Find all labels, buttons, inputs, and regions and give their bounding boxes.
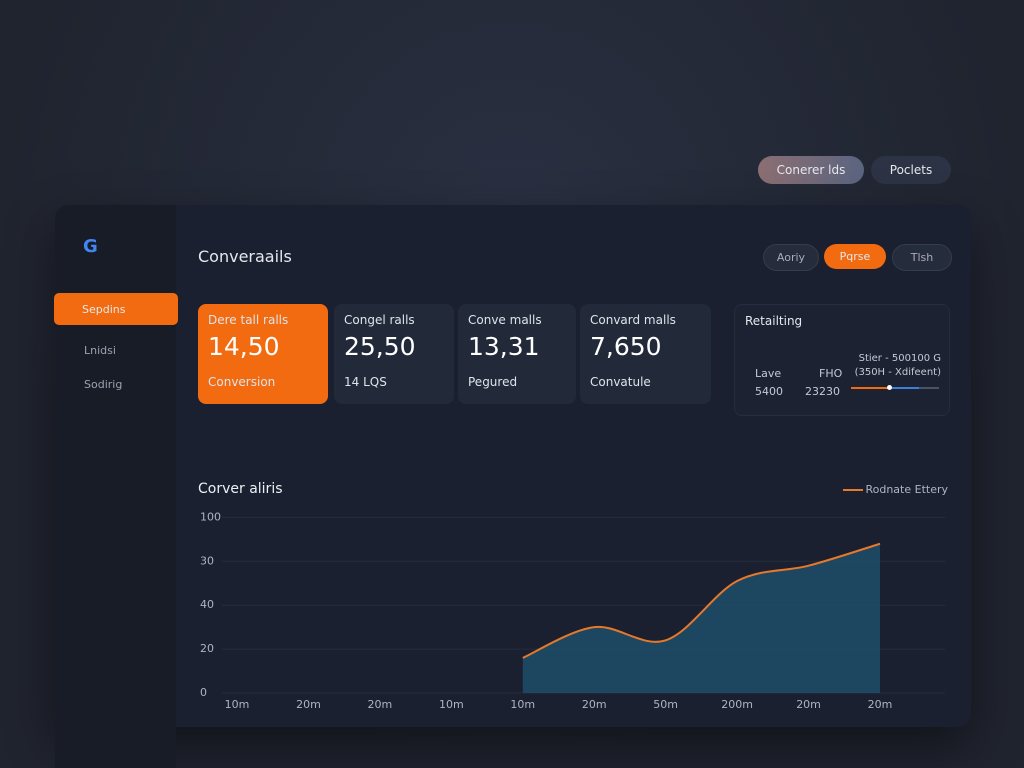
- area: [522, 543, 880, 693]
- x-tick-label: 10m: [439, 698, 464, 711]
- card-sub: 14 LQS: [344, 375, 387, 389]
- header-button[interactable]: Tlsh: [892, 244, 952, 271]
- x-tick-label: 20m: [368, 698, 393, 711]
- card-sub: Pegured: [468, 375, 518, 389]
- header-button[interactable]: Aoriy: [763, 244, 819, 271]
- x-tick-label: 10m: [510, 698, 535, 711]
- y-tick-label: 20: [200, 642, 214, 655]
- retail-label: FHO: [819, 367, 843, 380]
- nav-item[interactable]: Lnidsi: [84, 344, 116, 357]
- line: [522, 542, 881, 659]
- stat-card: Congel ralls 25,50 14 LQS: [334, 304, 454, 404]
- y-tick-label: 100: [200, 510, 221, 523]
- card-value: 14,50: [208, 332, 280, 361]
- card-value: 13,31: [468, 332, 540, 361]
- x-tick-label: 50m: [653, 698, 678, 711]
- y-tick-label: 0: [200, 686, 207, 699]
- stat-card: Conve malls 13,31 Pegured: [458, 304, 576, 404]
- retail-value: 5400: [755, 385, 783, 398]
- page-title: Converaails: [198, 247, 292, 266]
- stat-card: Convard malls 7,650 Convatule: [580, 304, 711, 404]
- top-button[interactable]: Conerer lds: [758, 156, 864, 184]
- slider-knob[interactable]: [887, 385, 892, 390]
- logo: G: [83, 236, 98, 257]
- slider-fill: [889, 387, 919, 389]
- x-tick-label: 10m: [225, 698, 250, 711]
- y-tick-label: 30: [200, 554, 214, 567]
- top-button[interactable]: Poclets: [871, 156, 951, 184]
- slider-fill: [851, 387, 889, 389]
- retail-line: (350H - Xdifeent): [854, 367, 941, 378]
- retail-line: Stier - 500100 G: [858, 353, 941, 364]
- nav-item[interactable]: Sodirig: [84, 378, 123, 391]
- retail-title: Retailting: [745, 314, 803, 328]
- nav-item-active[interactable]: Sepdins: [54, 293, 178, 325]
- retail-panel: Retailting Stier - 500100 G (350H - Xdif…: [734, 304, 950, 416]
- x-tick-label: 20m: [582, 698, 607, 711]
- card-sub: Conversion: [208, 375, 276, 389]
- retail-value: 23230: [805, 385, 840, 398]
- x-tick-label: 20m: [868, 698, 893, 711]
- x-tick-label: 20m: [296, 698, 321, 711]
- card-sub: Convatule: [590, 375, 651, 389]
- x-tick-label: 20m: [796, 698, 821, 711]
- card-value: 7,650: [590, 332, 662, 361]
- card-title: Congel ralls: [344, 313, 415, 327]
- header-button[interactable]: Pqrse: [824, 244, 886, 269]
- card-title: Convard malls: [590, 313, 676, 327]
- card-title: Conve malls: [468, 313, 542, 327]
- retail-label: Lave: [755, 367, 782, 380]
- stat-card: Dere tall ralls 14,50 Conversion: [198, 304, 328, 404]
- card-title: Dere tall ralls: [208, 313, 289, 327]
- legend-label: Rodnate Ettery: [865, 483, 948, 496]
- card-value: 25,50: [344, 332, 416, 361]
- y-tick-label: 40: [200, 598, 214, 611]
- x-tick-label: 200m: [721, 698, 753, 711]
- chart-title: Corver aliris: [198, 481, 283, 497]
